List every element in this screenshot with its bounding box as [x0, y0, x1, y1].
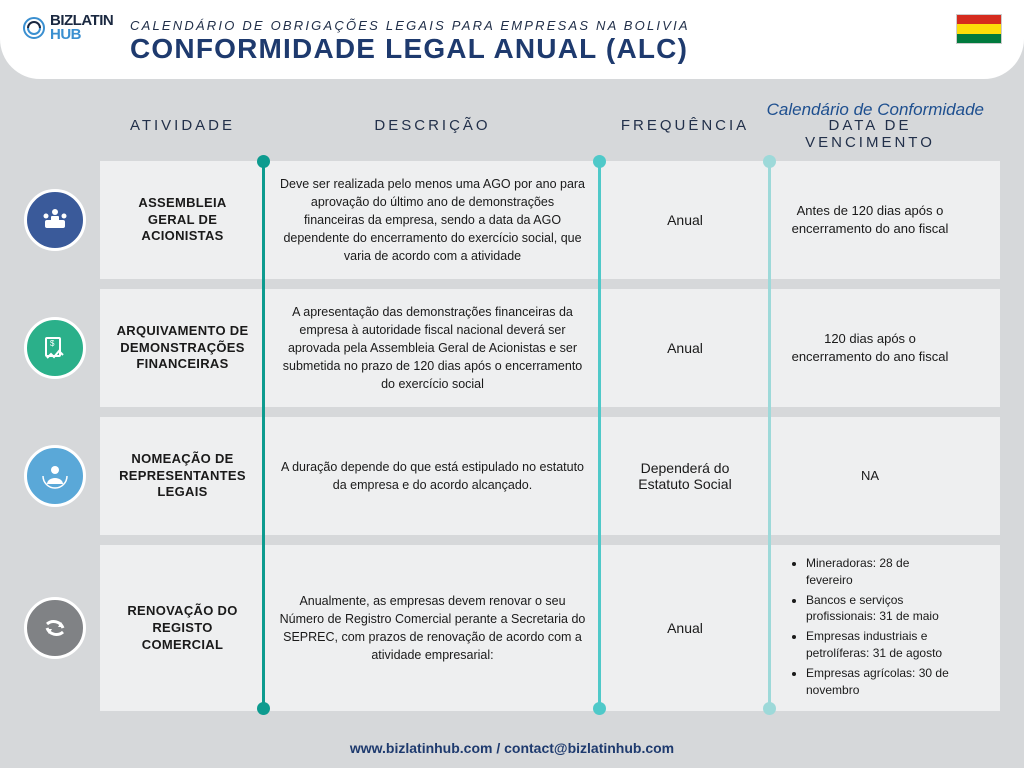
document-icon: $ [24, 317, 86, 379]
description-text: Anualmente, as empresas devem renovar o … [265, 592, 600, 665]
frequency-text: Anual [600, 212, 770, 228]
timeline-line-1 [262, 161, 265, 709]
subtitle: CALENDÁRIO DE OBRIGAÇÕES LEGAIS PARA EMP… [130, 18, 994, 33]
legal-rep-icon [24, 445, 86, 507]
header-description: DESCRIÇÃO [265, 117, 600, 151]
header-due: DATA DE VENCIMENTO [770, 117, 970, 151]
timeline-line-2 [598, 161, 601, 709]
logo-text: BIZLATINHUB [50, 14, 113, 41]
column-headers: ATIVIDADE DESCRIÇÃO FREQUÊNCIA DATA DE V… [0, 79, 1024, 161]
activity-label: RENOVAÇÃO DO REGISTO COMERCIAL [100, 603, 265, 654]
table-row: NOMEAÇÃO DE REPRESENTANTES LEGAIS A dura… [24, 417, 1000, 535]
logo-icon [22, 16, 46, 40]
page-title: CONFORMIDADE LEGAL ANUAL (ALC) [130, 33, 994, 65]
activity-label: ASSEMBLEIA GERAL DE ACIONISTAS [100, 195, 265, 246]
description-text: Deve ser realizada pelo menos uma AGO po… [265, 175, 600, 266]
meeting-icon [24, 189, 86, 251]
due-list: Mineradoras: 28 de fevereiro Bancos e se… [770, 555, 970, 701]
due-list-item: Bancos e serviços profissionais: 31 de m… [806, 592, 956, 626]
activity-label: NOMEAÇÃO DE REPRESENTANTES LEGAIS [100, 451, 265, 502]
timeline-line-3 [768, 161, 771, 709]
frequency-text: Anual [600, 620, 770, 636]
svg-text:$: $ [50, 339, 55, 348]
frequency-text: Anual [600, 340, 770, 356]
table-row: RENOVAÇÃO DO REGISTO COMERCIAL Anualment… [24, 545, 1000, 711]
header: BIZLATINHUB CALENDÁRIO DE OBRIGAÇÕES LEG… [0, 0, 1024, 79]
due-text: NA [770, 467, 970, 485]
due-list-item: Empresas industriais e petrolíferas: 31 … [806, 628, 956, 662]
header-activity: ATIVIDADE [100, 117, 265, 151]
bolivia-flag-icon [956, 14, 1002, 44]
footer-contact: www.bizlatinhub.com / contact@bizlatinhu… [0, 740, 1024, 756]
activity-label: ARQUIVAMENTO DE DEMONSTRAÇÕES FINANCEIRA… [100, 323, 265, 374]
due-text: 120 dias após o encerramento do ano fisc… [770, 330, 970, 366]
logo: BIZLATINHUB [22, 14, 113, 41]
frequency-text: Dependerá do Estatuto Social [600, 460, 770, 492]
table-rows: ASSEMBLEIA GERAL DE ACIONISTAS Deve ser … [0, 161, 1024, 711]
table-row: $ ARQUIVAMENTO DE DEMONSTRAÇÕES FINANCEI… [24, 289, 1000, 407]
due-list-item: Empresas agrícolas: 30 de novembro [806, 665, 956, 699]
description-text: A duração depende do que está estipulado… [265, 458, 600, 494]
table-row: ASSEMBLEIA GERAL DE ACIONISTAS Deve ser … [24, 161, 1000, 279]
due-list-item: Mineradoras: 28 de fevereiro [806, 555, 956, 589]
due-text: Antes de 120 dias após o encerramento do… [770, 202, 970, 238]
header-frequency: FREQUÊNCIA [600, 117, 770, 151]
renewal-icon [24, 597, 86, 659]
description-text: A apresentação das demonstrações finance… [265, 303, 600, 394]
